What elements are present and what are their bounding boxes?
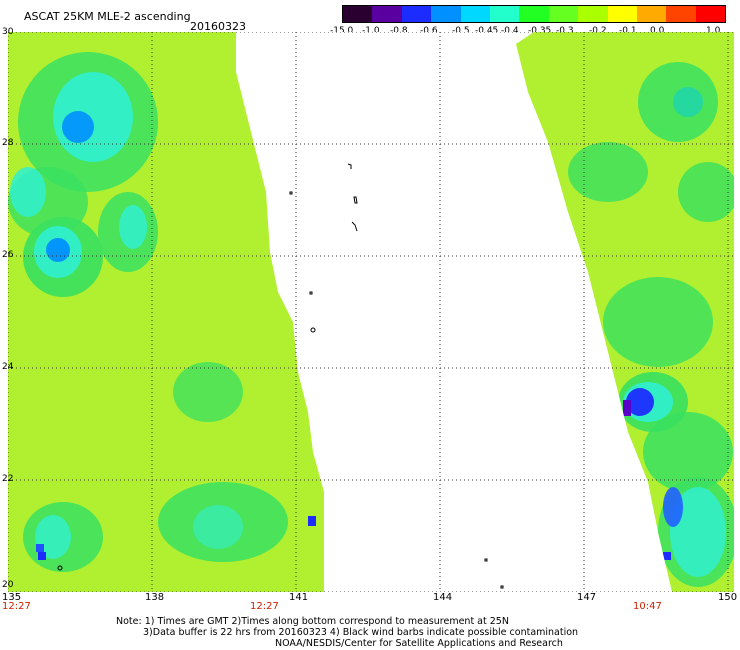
wind-anomaly-patch xyxy=(173,362,243,422)
colorbar-swatch xyxy=(695,6,726,22)
lat-label-22: 22 xyxy=(2,474,14,484)
colorbar-label: -0.45 xyxy=(475,26,499,36)
island-6 xyxy=(310,327,316,333)
lat-label-26: 26 xyxy=(2,250,14,260)
colorbar-swatch xyxy=(607,6,637,22)
colorbar-swatch xyxy=(636,6,667,22)
colorbar-label: -0.8 xyxy=(390,26,408,36)
lat-label-30: 30 xyxy=(2,27,14,37)
colorbar-label: -1.0 xyxy=(362,26,380,36)
wind-anomaly-pixel xyxy=(308,516,316,526)
colorbar-swatch xyxy=(460,6,490,22)
island-1 xyxy=(347,163,352,169)
islands xyxy=(57,163,504,589)
wind-anomaly-pixel xyxy=(36,544,44,552)
island-8 xyxy=(500,585,504,589)
colorbar-swatch xyxy=(548,6,579,22)
colorbar-label: -0.6 xyxy=(420,26,438,36)
colorbar-swatch xyxy=(343,6,373,22)
colorbar-swatch xyxy=(401,6,432,22)
lon-label-150: 150 xyxy=(718,592,738,603)
wind-anomaly-pixel xyxy=(623,400,631,416)
colorbar-swatch xyxy=(431,6,461,22)
wind-anomaly-patch xyxy=(568,142,648,202)
colorbar-swatch xyxy=(578,6,608,22)
lon-label-144: 144 xyxy=(433,592,453,603)
swath-east-anomalies xyxy=(568,62,734,587)
island-5 xyxy=(309,291,313,295)
lon-label-147: 147 xyxy=(577,592,597,603)
wind-anomaly-patch xyxy=(53,72,133,162)
colorbar-label: -15.0 xyxy=(330,26,354,36)
wind-anomaly-patch xyxy=(46,238,70,262)
island-9 xyxy=(57,565,63,571)
colorbar-label: -0.4 xyxy=(501,26,519,36)
colorbar-label: -0.1 xyxy=(619,26,637,36)
colorbar-label: 1.0 xyxy=(706,26,721,36)
colorbar-label: -0.5 xyxy=(452,26,470,36)
wind-anomaly-patch xyxy=(10,167,46,217)
swath-west-anomalies xyxy=(8,52,316,572)
colorbar-swatch xyxy=(519,6,549,22)
chart-date: 20160323 xyxy=(190,20,246,33)
wind-anomaly-patch xyxy=(670,487,726,577)
wind-anomaly-patch xyxy=(663,487,683,527)
lat-label-28: 28 xyxy=(2,138,14,148)
time-label-1: 12:27 xyxy=(2,601,31,612)
wind-anomaly-patch xyxy=(119,205,147,249)
wind-anomaly-patch xyxy=(62,111,94,143)
lat-label-24: 24 xyxy=(2,362,14,372)
island-2 xyxy=(353,196,358,204)
lat-lon-grid xyxy=(8,32,734,592)
island-4 xyxy=(289,191,293,195)
wind-anomaly-patch xyxy=(643,412,733,492)
colorbar-label: -0.35 xyxy=(528,26,552,36)
wind-anomaly-pixel xyxy=(663,552,671,560)
wind-anomaly-patch xyxy=(678,162,734,222)
chart-title: ASCAT 25KM MLE-2 ascending xyxy=(24,10,191,23)
swath-west xyxy=(8,32,324,592)
wind-anomaly-patch xyxy=(673,87,703,117)
wind-anomaly-patch xyxy=(193,505,243,549)
lon-label-141: 141 xyxy=(289,592,309,603)
colorbar-label: -0.3 xyxy=(556,26,574,36)
wind-map xyxy=(8,32,734,592)
colorbar-label: -0.2 xyxy=(589,26,607,36)
time-label-2: 12:27 xyxy=(250,601,279,612)
wind-anomaly-patch xyxy=(603,277,713,367)
wind-anomaly-pixel xyxy=(38,552,46,560)
island-7 xyxy=(484,558,488,562)
time-label-3: 10:47 xyxy=(633,601,662,612)
colorbar-strip xyxy=(342,5,726,23)
lon-label-135: 135 xyxy=(2,592,22,603)
lat-label-20: 20 xyxy=(2,580,14,590)
island-3 xyxy=(351,221,358,232)
colorbar-swatch xyxy=(372,6,402,22)
wind-anomaly-patch xyxy=(626,388,654,416)
colorbar-label: 0.0 xyxy=(650,26,665,36)
note-line-2: 3)Data buffer is 22 hrs from 20160323 4)… xyxy=(143,627,579,638)
swath-east xyxy=(516,32,734,592)
colorbar-swatch xyxy=(666,6,696,22)
note-line-1: Note: 1) Times are GMT 2)Times along bot… xyxy=(116,616,509,627)
lon-label-138: 138 xyxy=(145,592,165,603)
colorbar-swatch xyxy=(489,6,520,22)
note-line-3: NOAA/NESDIS/Center for Satellite Applica… xyxy=(275,638,563,649)
